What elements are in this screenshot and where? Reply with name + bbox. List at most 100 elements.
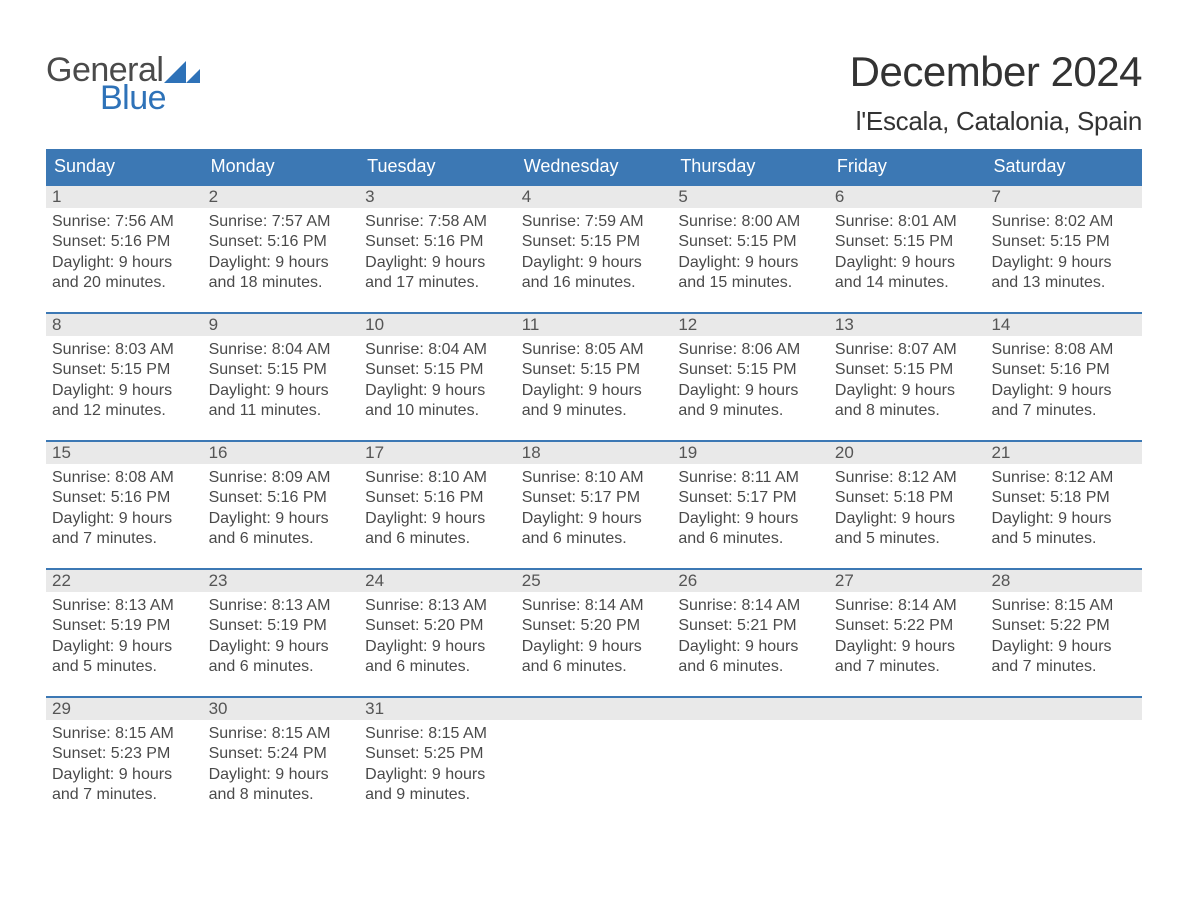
- sunset-text: Sunset: 5:16 PM: [365, 232, 510, 252]
- sunset-text: Sunset: 5:17 PM: [678, 488, 823, 508]
- daylight-line1: Daylight: 9 hours: [209, 253, 354, 273]
- daylight-line1: Daylight: 9 hours: [678, 381, 823, 401]
- daylight-line2: and 10 minutes.: [365, 401, 510, 421]
- day-cell: 14Sunrise: 8:08 AMSunset: 5:16 PMDayligh…: [985, 312, 1142, 440]
- day-cell: 21Sunrise: 8:12 AMSunset: 5:18 PMDayligh…: [985, 440, 1142, 568]
- title-block: December 2024 l'Escala, Catalonia, Spain: [850, 48, 1142, 137]
- day-number: 13: [829, 312, 986, 336]
- day-number: 8: [46, 312, 203, 336]
- sunset-text: Sunset: 5:15 PM: [52, 360, 197, 380]
- sunrise-text: Sunrise: 7:58 AM: [365, 212, 510, 232]
- day-content: Sunrise: 8:13 AMSunset: 5:19 PMDaylight:…: [46, 592, 203, 684]
- day-number: 19: [672, 440, 829, 464]
- daylight-line2: and 7 minutes.: [991, 657, 1136, 677]
- daylight-line1: Daylight: 9 hours: [991, 637, 1136, 657]
- day-content: Sunrise: 8:07 AMSunset: 5:15 PMDaylight:…: [829, 336, 986, 428]
- daylight-line2: and 6 minutes.: [678, 657, 823, 677]
- day-number: 3: [359, 184, 516, 208]
- week-row: 15Sunrise: 8:08 AMSunset: 5:16 PMDayligh…: [46, 440, 1142, 568]
- day-content: Sunrise: 8:12 AMSunset: 5:18 PMDaylight:…: [985, 464, 1142, 556]
- day-content: Sunrise: 8:05 AMSunset: 5:15 PMDaylight:…: [516, 336, 673, 428]
- day-content: Sunrise: 7:56 AMSunset: 5:16 PMDaylight:…: [46, 208, 203, 300]
- day-number: [516, 696, 673, 720]
- day-number: [672, 696, 829, 720]
- day-content: Sunrise: 8:08 AMSunset: 5:16 PMDaylight:…: [985, 336, 1142, 428]
- day-number: 4: [516, 184, 673, 208]
- day-content: Sunrise: 8:11 AMSunset: 5:17 PMDaylight:…: [672, 464, 829, 556]
- month-title: December 2024: [850, 48, 1142, 96]
- day-content: Sunrise: 7:58 AMSunset: 5:16 PMDaylight:…: [359, 208, 516, 300]
- day-number: 22: [46, 568, 203, 592]
- day-cell: 18Sunrise: 8:10 AMSunset: 5:17 PMDayligh…: [516, 440, 673, 568]
- sunrise-text: Sunrise: 8:00 AM: [678, 212, 823, 232]
- day-cell: 1Sunrise: 7:56 AMSunset: 5:16 PMDaylight…: [46, 184, 203, 312]
- day-number: 31: [359, 696, 516, 720]
- sunset-text: Sunset: 5:15 PM: [835, 232, 980, 252]
- day-content: Sunrise: 8:01 AMSunset: 5:15 PMDaylight:…: [829, 208, 986, 300]
- day-content: Sunrise: 8:04 AMSunset: 5:15 PMDaylight:…: [359, 336, 516, 428]
- daylight-line2: and 7 minutes.: [991, 401, 1136, 421]
- day-content: Sunrise: 8:13 AMSunset: 5:19 PMDaylight:…: [203, 592, 360, 684]
- daylight-line1: Daylight: 9 hours: [365, 253, 510, 273]
- sunset-text: Sunset: 5:19 PM: [209, 616, 354, 636]
- sunrise-text: Sunrise: 8:04 AM: [365, 340, 510, 360]
- day-cell: [672, 696, 829, 824]
- logo: General Blue: [46, 54, 200, 115]
- day-cell: 6Sunrise: 8:01 AMSunset: 5:15 PMDaylight…: [829, 184, 986, 312]
- sunset-text: Sunset: 5:21 PM: [678, 616, 823, 636]
- day-cell: 11Sunrise: 8:05 AMSunset: 5:15 PMDayligh…: [516, 312, 673, 440]
- logo-word-blue: Blue: [100, 82, 200, 114]
- sunset-text: Sunset: 5:15 PM: [522, 360, 667, 380]
- day-cell: 8Sunrise: 8:03 AMSunset: 5:15 PMDaylight…: [46, 312, 203, 440]
- sunset-text: Sunset: 5:17 PM: [522, 488, 667, 508]
- daylight-line1: Daylight: 9 hours: [209, 765, 354, 785]
- daylight-line2: and 12 minutes.: [52, 401, 197, 421]
- sunset-text: Sunset: 5:16 PM: [52, 488, 197, 508]
- day-cell: 29Sunrise: 8:15 AMSunset: 5:23 PMDayligh…: [46, 696, 203, 824]
- sunrise-text: Sunrise: 8:03 AM: [52, 340, 197, 360]
- daylight-line1: Daylight: 9 hours: [835, 637, 980, 657]
- day-content: Sunrise: 8:12 AMSunset: 5:18 PMDaylight:…: [829, 464, 986, 556]
- daylight-line2: and 7 minutes.: [52, 529, 197, 549]
- daylight-line2: and 6 minutes.: [365, 529, 510, 549]
- daylight-line2: and 5 minutes.: [52, 657, 197, 677]
- daylight-line1: Daylight: 9 hours: [678, 253, 823, 273]
- daylight-line1: Daylight: 9 hours: [835, 381, 980, 401]
- sunrise-text: Sunrise: 7:57 AM: [209, 212, 354, 232]
- day-content: Sunrise: 8:15 AMSunset: 5:25 PMDaylight:…: [359, 720, 516, 812]
- sunrise-text: Sunrise: 7:59 AM: [522, 212, 667, 232]
- daylight-line1: Daylight: 9 hours: [835, 253, 980, 273]
- daylight-line1: Daylight: 9 hours: [365, 637, 510, 657]
- daylight-line1: Daylight: 9 hours: [835, 509, 980, 529]
- day-content: Sunrise: 8:14 AMSunset: 5:21 PMDaylight:…: [672, 592, 829, 684]
- day-cell: 16Sunrise: 8:09 AMSunset: 5:16 PMDayligh…: [203, 440, 360, 568]
- sunrise-text: Sunrise: 8:07 AM: [835, 340, 980, 360]
- week-row: 8Sunrise: 8:03 AMSunset: 5:15 PMDaylight…: [46, 312, 1142, 440]
- week-row: 22Sunrise: 8:13 AMSunset: 5:19 PMDayligh…: [46, 568, 1142, 696]
- daylight-line2: and 9 minutes.: [678, 401, 823, 421]
- day-number: 26: [672, 568, 829, 592]
- day-cell: 24Sunrise: 8:13 AMSunset: 5:20 PMDayligh…: [359, 568, 516, 696]
- day-cell: 12Sunrise: 8:06 AMSunset: 5:15 PMDayligh…: [672, 312, 829, 440]
- daylight-line2: and 17 minutes.: [365, 273, 510, 293]
- day-content: Sunrise: 7:59 AMSunset: 5:15 PMDaylight:…: [516, 208, 673, 300]
- day-cell: 10Sunrise: 8:04 AMSunset: 5:15 PMDayligh…: [359, 312, 516, 440]
- daylight-line2: and 5 minutes.: [991, 529, 1136, 549]
- day-number: 12: [672, 312, 829, 336]
- weekday-header: Sunday: [46, 149, 203, 184]
- daylight-line1: Daylight: 9 hours: [522, 509, 667, 529]
- sunrise-text: Sunrise: 8:08 AM: [991, 340, 1136, 360]
- day-content: Sunrise: 8:13 AMSunset: 5:20 PMDaylight:…: [359, 592, 516, 684]
- daylight-line2: and 18 minutes.: [209, 273, 354, 293]
- daylight-line1: Daylight: 9 hours: [991, 509, 1136, 529]
- location: l'Escala, Catalonia, Spain: [850, 106, 1142, 137]
- sunrise-text: Sunrise: 8:01 AM: [835, 212, 980, 232]
- daylight-line2: and 8 minutes.: [835, 401, 980, 421]
- sunset-text: Sunset: 5:15 PM: [991, 232, 1136, 252]
- day-content: Sunrise: 8:15 AMSunset: 5:23 PMDaylight:…: [46, 720, 203, 812]
- sunrise-text: Sunrise: 8:14 AM: [522, 596, 667, 616]
- day-cell: [985, 696, 1142, 824]
- day-content: Sunrise: 8:02 AMSunset: 5:15 PMDaylight:…: [985, 208, 1142, 300]
- daylight-line2: and 7 minutes.: [52, 785, 197, 805]
- daylight-line2: and 13 minutes.: [991, 273, 1136, 293]
